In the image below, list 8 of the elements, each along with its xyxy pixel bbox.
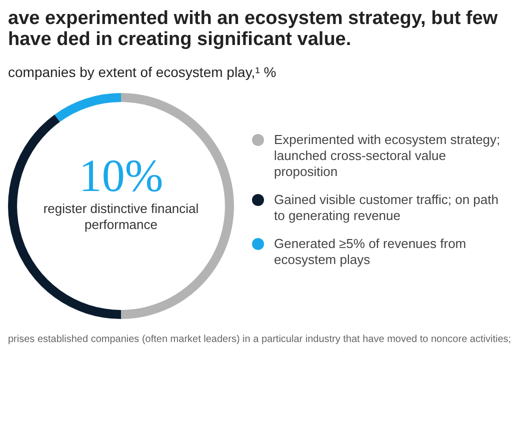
chart-subtitle: companies by extent of ecosystem play,¹ % [8, 64, 278, 80]
text: prises established companies (often market leaders) in a particular industry that have moved to noncore activities; [8, 334, 512, 345]
legend-label: Experimented with ecosystem strategy; launched cross-sectoral value proposition [274, 132, 502, 180]
text: 10% [78, 150, 164, 201]
legend-label: Generated ≥5% of revenues from ecosystem plays [274, 236, 468, 268]
text: register distinctive financial performance [42, 201, 200, 233]
chart-title: ave experimented with an ecosystem strategy, but few have ded in creating significant value. [8, 8, 498, 50]
legend-label: Gained visible customer traffic; on path to generating revenue [274, 192, 500, 224]
